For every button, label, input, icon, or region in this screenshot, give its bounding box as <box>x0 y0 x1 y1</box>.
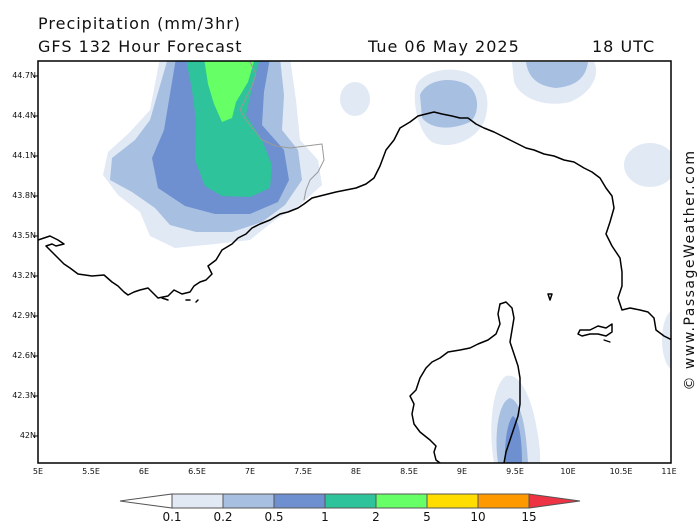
precip-layer <box>103 61 671 463</box>
axis-ticks <box>33 75 38 437</box>
island-small-2 <box>603 339 611 343</box>
lat-label-44.1: 44.1N <box>12 151 36 160</box>
island-hyeres <box>161 297 199 303</box>
legend-swatch-0.1 <box>171 493 224 509</box>
lon-label-7: 7E <box>244 467 256 476</box>
lon-label-10.5: 10.5E <box>609 467 633 476</box>
lon-label-5.5: 5.5E <box>82 467 100 476</box>
precip-cell-north-b-inner <box>526 62 588 88</box>
legend-label-0.1: 0.1 <box>162 510 182 524</box>
coastline-corsica-east <box>499 301 521 463</box>
lon-label-8: 8E <box>350 467 362 476</box>
lon-label-9: 9E <box>456 467 468 476</box>
credit-text: © www.PassageWeather.com <box>682 149 698 391</box>
legend-arrow-right <box>528 493 581 509</box>
legend-swatch-0.2 <box>222 493 275 509</box>
lon-label-7.5: 7.5E <box>294 467 312 476</box>
lon-label-10: 10E <box>560 467 576 476</box>
chart-title: Precipitation (mm/3hr) <box>38 14 242 33</box>
precip-cell-nw-1 <box>186 61 272 197</box>
precip-cell-south-core <box>504 416 522 463</box>
legend-swatch-2 <box>375 493 428 509</box>
lon-label-11: 11E <box>661 467 677 476</box>
lon-label-5: 5E <box>32 467 44 476</box>
lon-label-9.5: 9.5E <box>506 467 524 476</box>
precip-cell-east-edge <box>662 310 671 370</box>
legend-label-15: 15 <box>521 510 537 524</box>
legend-swatch-0.5 <box>273 493 326 509</box>
coastline-corsica <box>409 303 501 463</box>
legend-label-2: 2 <box>372 510 380 524</box>
forecast-time: 18 UTC <box>592 37 656 56</box>
legend-swatch-1 <box>324 493 377 509</box>
legend-label-0.5: 0.5 <box>264 510 284 524</box>
border-france-italy <box>239 61 325 201</box>
lat-label-42.6: 42.6N <box>12 351 36 360</box>
lat-label-42.9: 42.9N <box>12 311 36 320</box>
island-small-1 <box>547 293 553 301</box>
legend-swatch-10 <box>477 493 530 509</box>
lat-label-43.8: 43.8N <box>12 191 36 200</box>
coastline-mainland <box>38 111 671 341</box>
legend-label-1: 1 <box>321 510 329 524</box>
precip-cell-north-a-inner <box>420 79 478 128</box>
map-frame <box>37 60 672 464</box>
lon-label-8.5: 8.5E <box>400 467 418 476</box>
lat-label-44.4: 44.4N <box>12 111 36 120</box>
island-elba <box>577 323 613 337</box>
lat-label-42.3: 42.3N <box>12 391 36 400</box>
precip-cell-nw-2 <box>204 61 255 122</box>
precip-cell-small <box>340 82 370 116</box>
lon-label-6.5: 6.5E <box>188 467 206 476</box>
legend-arrow-left <box>119 493 173 509</box>
lon-label-6: 6E <box>138 467 150 476</box>
lat-label-44.7: 44.7N <box>12 71 36 80</box>
precip-cell-east <box>624 143 671 187</box>
lat-label-43.2: 43.2N <box>12 271 36 280</box>
lat-label-42: 42N <box>19 431 36 440</box>
forecast-date: Tue 06 May 2025 <box>368 37 520 56</box>
lat-label-43.5: 43.5N <box>12 231 36 240</box>
legend-bar <box>119 493 581 509</box>
legend-label-5: 5 <box>423 510 431 524</box>
forecast-model: GFS 132 Hour Forecast <box>38 37 243 56</box>
legend-label-10: 10 <box>470 510 486 524</box>
legend-label-0.2: 0.2 <box>213 510 233 524</box>
legend-swatch-5 <box>426 493 479 509</box>
